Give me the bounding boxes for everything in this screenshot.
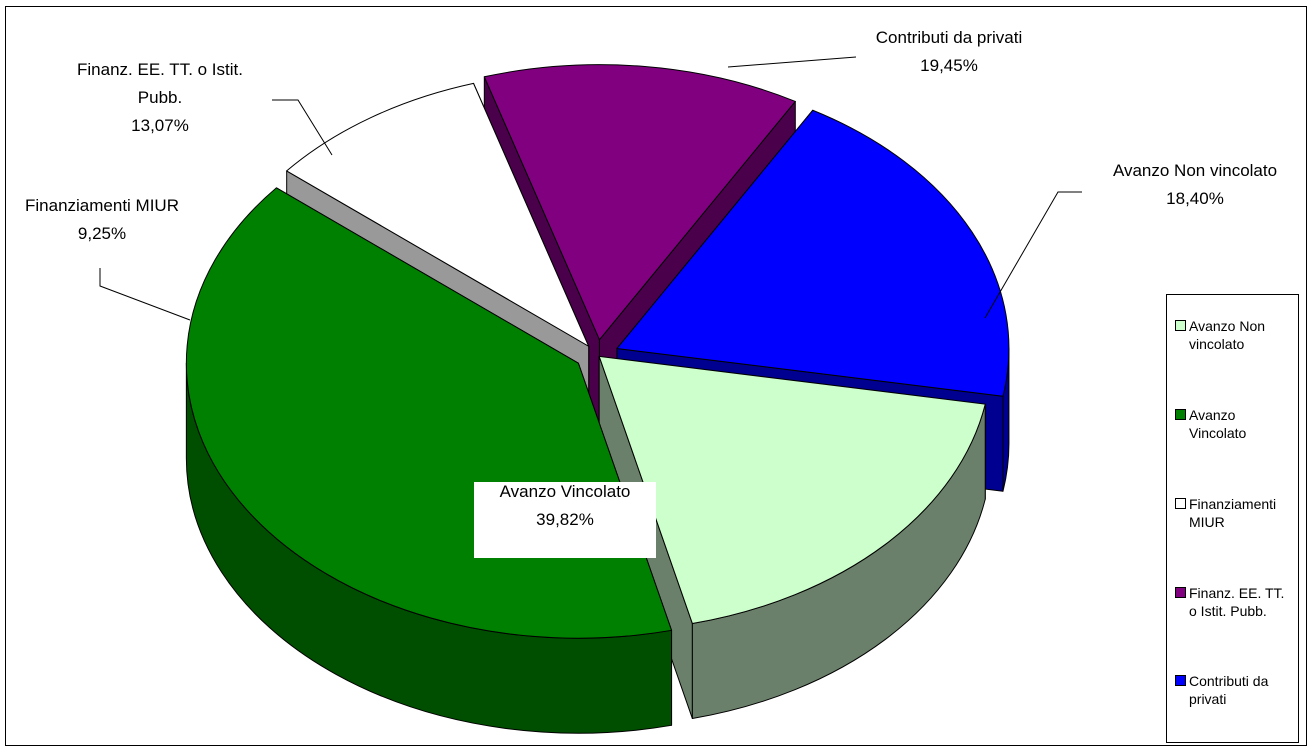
legend-box <box>1166 294 1299 743</box>
pie-slice-finanziamenti-miur <box>286 82 590 347</box>
legend-avanzo-non-vincolato-swatch <box>1175 320 1186 331</box>
data-label-avanzo-non-vincolato-name: Avanzo Non vincolato <box>1113 161 1277 180</box>
data-label-avanzo-vincolato-name: Avanzo Vincolato <box>500 482 631 501</box>
data-label-avanzo-non-vincolato-percent: 18,40% <box>1166 189 1224 208</box>
legend-finanziamenti-miur-label-1: MIUR <box>1189 514 1225 530</box>
pie-slice-contributi-da-privati <box>616 109 1010 397</box>
data-label-contributi-da-privati-name: Contributi da privati <box>876 28 1022 47</box>
pie-slice-avanzo-non-vincolato <box>598 355 986 625</box>
legend-finanziamenti-miur-swatch <box>1175 498 1186 509</box>
data-label-finanz-ee-tt-o-istit-pubb-leader-line <box>272 99 333 156</box>
data-label-contributi-da-privati-percent: 19,45% <box>920 56 978 75</box>
legend-avanzo-vincolato-label-1: Vincolato <box>1189 425 1247 441</box>
data-label-contributi-da-privati-leader-line <box>727 56 857 68</box>
legend-finanz-ee-tt-o-istit-pubb-swatch <box>1175 587 1186 598</box>
pie-slice-finanz-ee-tt-o-istit-pubb <box>483 64 796 341</box>
legend-avanzo-vincolato-swatch <box>1175 409 1186 420</box>
legend-avanzo-non-vincolato-label-1: vincolato <box>1189 336 1244 352</box>
legend-avanzo-vincolato-label: Avanzo <box>1189 407 1236 423</box>
data-label-finanziamenti-miur-name: Finanziamenti MIUR <box>25 196 179 215</box>
legend-contributi-da-privati-label-1: privati <box>1189 691 1226 707</box>
legend-avanzo-non-vincolato-label: Avanzo Non <box>1189 318 1265 334</box>
data-label-finanz-ee-tt-o-istit-pubb-name-1: Pubb. <box>138 88 182 107</box>
data-label-avanzo-vincolato-box <box>474 482 656 558</box>
data-label-avanzo-non-vincolato-leader-line <box>984 191 1082 319</box>
data-label-finanziamenti-miur-percent: 9,25% <box>78 224 126 243</box>
legend-finanz-ee-tt-o-istit-pubb-label-1: o Istit. Pubb. <box>1189 603 1267 619</box>
legend-contributi-da-privati-label: Contributi da <box>1189 673 1269 689</box>
legend-contributi-da-privati-swatch <box>1175 675 1186 686</box>
data-label-finanz-ee-tt-o-istit-pubb-percent: 13,07% <box>131 116 189 135</box>
data-label-finanz-ee-tt-o-istit-pubb-name: Finanz. EE. TT. o Istit. <box>77 60 243 79</box>
legend-finanziamenti-miur-label: Finanziamenti <box>1189 496 1276 512</box>
data-label-avanzo-vincolato-percent: 39,82% <box>536 510 594 529</box>
legend-finanz-ee-tt-o-istit-pubb-label: Finanz. EE. TT. <box>1189 585 1284 601</box>
data-label-finanziamenti-miur-leader-line <box>99 268 191 321</box>
